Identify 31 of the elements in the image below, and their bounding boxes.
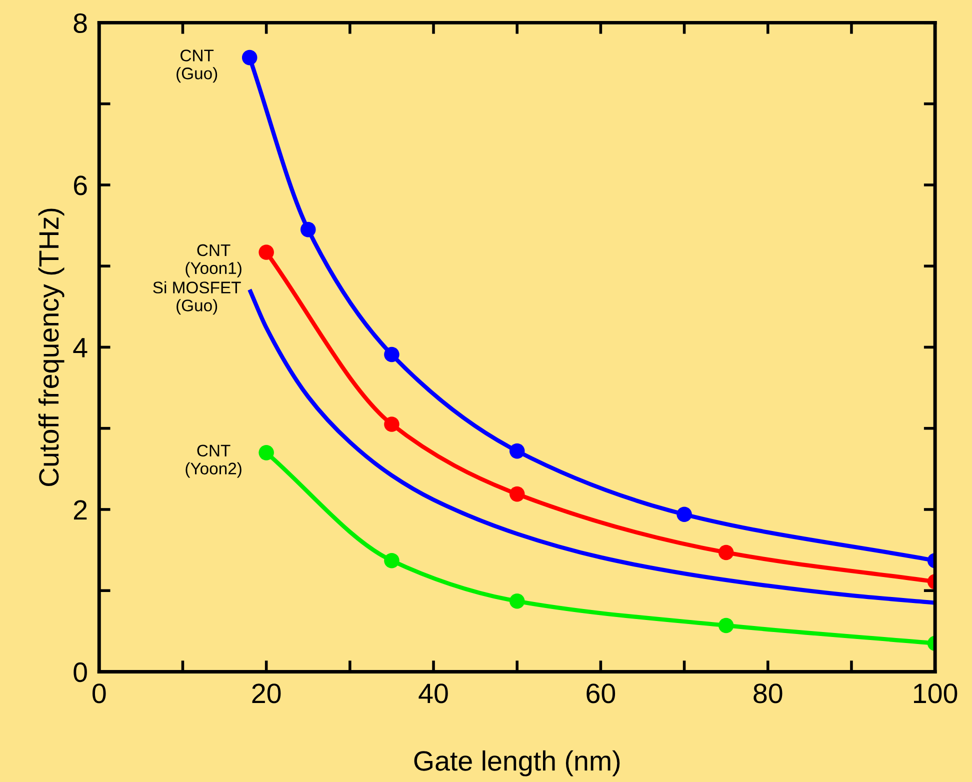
series-label: Si MOSFET (Guo) xyxy=(153,281,241,315)
y-axis-title: Cutoff frequency (THz) xyxy=(38,208,64,486)
x-axis-title: Gate length (nm) xyxy=(414,750,620,776)
point xyxy=(509,443,525,459)
point xyxy=(509,594,525,609)
series-label: CNT (Yoon2) xyxy=(186,444,242,478)
x-tick-label: 0 xyxy=(92,684,106,704)
line-series xyxy=(248,288,936,605)
point xyxy=(384,552,400,568)
y-tick-label: 4 xyxy=(73,338,88,358)
point xyxy=(300,222,316,238)
point xyxy=(718,544,734,560)
series-label: CNT (Yoon1) xyxy=(186,244,242,278)
series-label: CNT (Guo) xyxy=(176,50,218,83)
x-tick-label: 100 xyxy=(914,684,958,704)
point xyxy=(258,445,274,460)
x-tick-label: 60 xyxy=(586,684,616,704)
point xyxy=(242,50,258,66)
y-tick-label: 8 xyxy=(74,13,87,34)
point xyxy=(384,416,400,432)
x-tick-label: 80 xyxy=(754,684,782,704)
point xyxy=(509,486,525,502)
point xyxy=(258,244,274,260)
point xyxy=(384,346,400,362)
point xyxy=(718,618,734,634)
x-tick-label: 40 xyxy=(418,684,448,704)
y-tick-label: 0 xyxy=(74,662,87,682)
y-tick-label: 2 xyxy=(74,500,87,520)
y-tick-label: 6 xyxy=(74,176,87,196)
x-tick-label: 20 xyxy=(252,684,281,704)
point xyxy=(676,506,692,522)
